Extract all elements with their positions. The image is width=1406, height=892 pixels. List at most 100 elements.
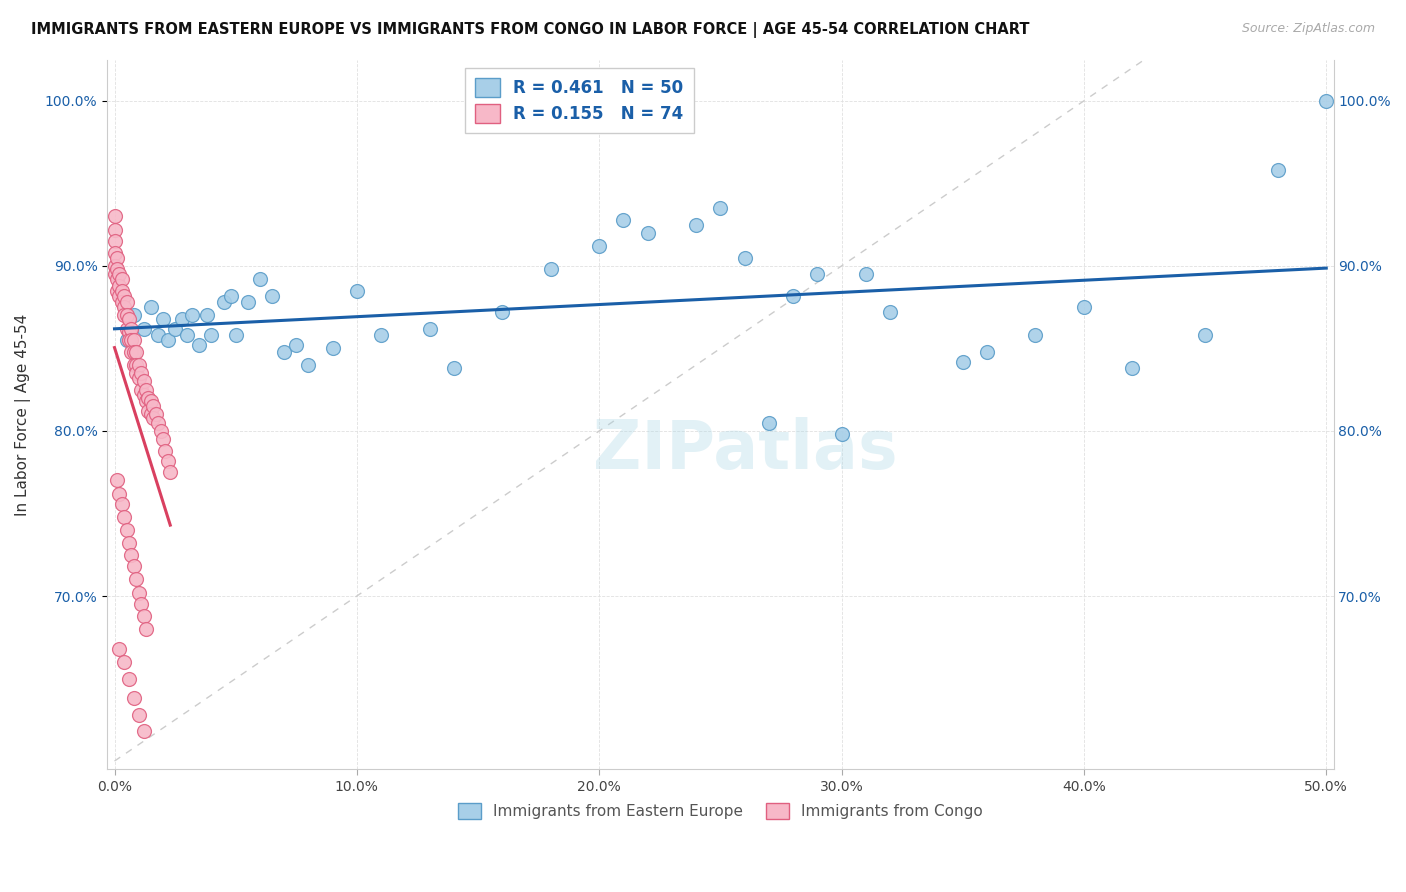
Point (135, 383, 157, 397)
Point (105, 251, 128, 265)
Point (146, 416, 169, 430)
Point (159, 465, 181, 479)
Point (105, 262, 128, 277)
Point (346, 284, 368, 298)
Point (132, 387, 155, 401)
Point (118, 536, 141, 550)
Point (165, 321, 187, 335)
Point (952, 354, 974, 368)
Point (111, 295, 134, 310)
Point (108, 267, 131, 281)
Point (155, 443, 177, 458)
Point (135, 394, 157, 409)
Point (225, 328, 247, 343)
Point (128, 585, 150, 599)
Point (122, 309, 145, 323)
Text: IMMIGRANTS FROM EASTERN EUROPE VS IMMIGRANTS FROM CONGO IN LABOR FORCE | AGE 45-: IMMIGRANTS FROM EASTERN EUROPE VS IMMIGR… (31, 22, 1029, 38)
Point (122, 691, 145, 706)
Point (112, 655, 135, 669)
Point (111, 284, 134, 298)
Point (297, 358, 319, 372)
Point (108, 486, 131, 500)
Point (128, 358, 150, 372)
Point (236, 295, 259, 310)
Point (128, 371, 150, 385)
Point (709, 201, 731, 215)
Point (125, 366, 148, 380)
Point (121, 333, 143, 347)
Point (115, 523, 138, 537)
Point (152, 432, 174, 446)
Point (125, 344, 148, 359)
Point (758, 416, 780, 430)
Text: ZIPatlas: ZIPatlas (592, 417, 897, 483)
Point (443, 361, 465, 376)
Point (1073, 300, 1095, 314)
Point (1315, 94, 1337, 108)
Point (806, 267, 828, 281)
Point (491, 305, 513, 319)
Point (122, 559, 145, 574)
Point (122, 333, 145, 347)
Legend: Immigrants from Eastern Europe, Immigrants from Congo: Immigrants from Eastern Europe, Immigran… (451, 797, 988, 825)
Point (1267, 163, 1289, 178)
Point (142, 399, 165, 413)
Point (115, 333, 138, 347)
Point (105, 474, 128, 488)
Point (879, 305, 901, 319)
Point (132, 375, 155, 389)
Point (115, 321, 138, 335)
Point (139, 408, 162, 422)
Point (139, 300, 162, 314)
Point (138, 404, 160, 418)
Point (212, 295, 235, 310)
Point (115, 309, 138, 323)
Point (249, 272, 271, 286)
Point (105, 284, 128, 298)
Point (132, 724, 155, 739)
Point (1024, 328, 1046, 343)
Point (540, 262, 562, 277)
Point (122, 358, 145, 372)
Point (129, 597, 152, 611)
Point (142, 410, 165, 425)
Point (115, 295, 138, 310)
Point (152, 311, 174, 326)
Point (172, 311, 194, 326)
Point (103, 210, 125, 224)
Point (121, 344, 143, 359)
Point (612, 212, 634, 227)
Point (112, 300, 135, 314)
Point (782, 288, 804, 302)
Point (121, 548, 143, 562)
Point (125, 573, 148, 587)
Point (135, 622, 157, 636)
Point (122, 344, 145, 359)
Point (156, 333, 179, 347)
Point (121, 321, 143, 335)
Point (111, 497, 134, 511)
Point (112, 309, 135, 323)
Point (145, 408, 167, 422)
Point (128, 707, 150, 722)
Point (112, 509, 135, 524)
Point (219, 288, 242, 302)
Point (685, 218, 707, 232)
Point (118, 672, 141, 686)
Point (1121, 361, 1143, 376)
Point (139, 394, 162, 409)
Point (108, 278, 131, 293)
Point (588, 239, 610, 253)
Point (1194, 328, 1216, 343)
Point (118, 333, 141, 347)
Point (734, 251, 756, 265)
Point (273, 344, 295, 359)
Point (103, 234, 125, 248)
Point (156, 453, 179, 467)
Point (103, 222, 125, 236)
Text: Source: ZipAtlas.com: Source: ZipAtlas.com (1241, 22, 1375, 36)
Y-axis label: In Labor Force | Age 45-54: In Labor Force | Age 45-54 (15, 313, 31, 516)
Point (105, 272, 128, 286)
Point (149, 424, 172, 438)
Point (855, 267, 877, 281)
